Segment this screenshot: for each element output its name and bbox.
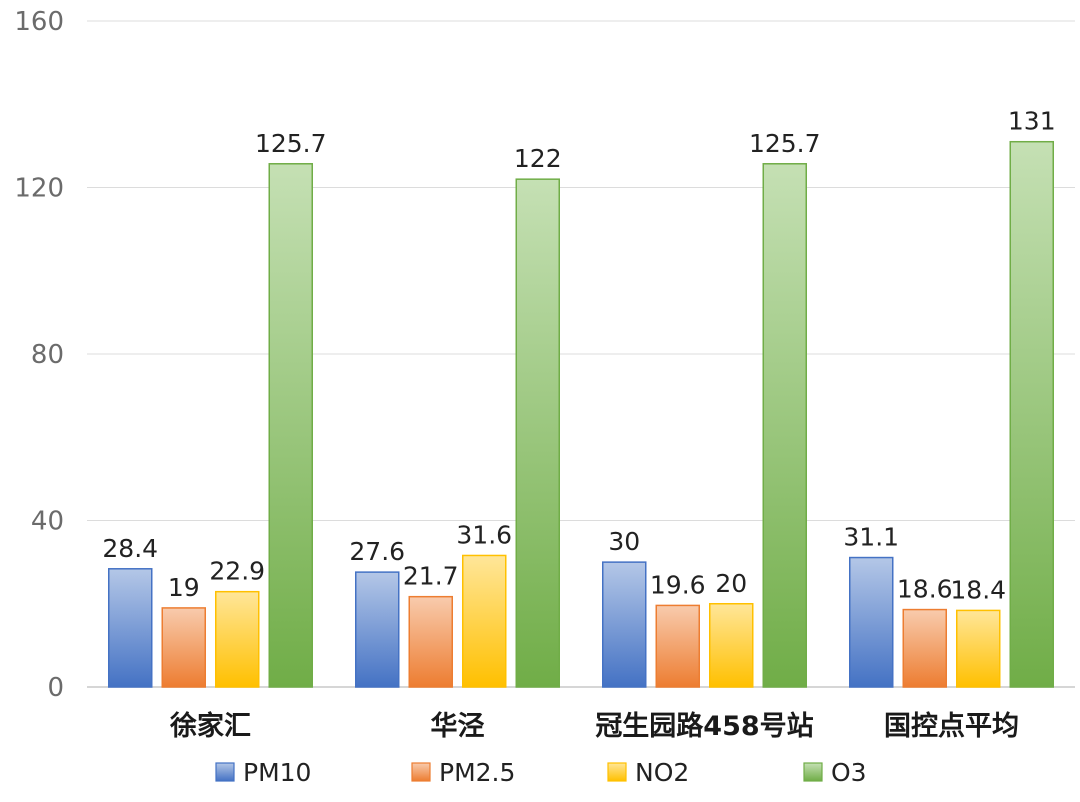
- data-label: 125.7: [255, 129, 327, 158]
- legend-swatch: [803, 762, 823, 782]
- x-category-label: 徐家汇: [169, 710, 251, 742]
- y-tick-label: 40: [31, 507, 64, 537]
- legend-swatch: [411, 762, 431, 782]
- data-label: 19.6: [650, 570, 706, 599]
- bar-o3-3: [1009, 140, 1054, 688]
- data-label: 27.6: [349, 537, 405, 566]
- bar-pm10-3: [849, 556, 894, 688]
- bar-pm10-2: [602, 561, 647, 688]
- y-axis-ticks: 0 40 80 120 160: [14, 7, 64, 703]
- x-category-label: 国控点平均: [884, 711, 1019, 742]
- data-label: 18.6: [897, 575, 953, 604]
- y-tick-label: 120: [14, 174, 64, 204]
- bar-pm25-3: [902, 608, 947, 688]
- data-label: 22.9: [209, 557, 265, 586]
- data-label: 18.4: [950, 575, 1006, 604]
- x-axis-categories: 徐家汇 华泾 冠生园路458号站 国控点平均: [169, 710, 1019, 742]
- legend-swatch: [607, 762, 627, 782]
- data-label: 30: [608, 527, 640, 556]
- data-label: 131: [1008, 107, 1056, 136]
- data-label: 125.7: [749, 129, 821, 158]
- data-label: 28.4: [102, 534, 158, 563]
- bar-no2-3: [956, 609, 1001, 688]
- bar-pm10-0: [108, 568, 153, 688]
- bar-no2-1: [462, 554, 507, 688]
- legend-label: NO2: [635, 758, 689, 787]
- y-tick-label: 80: [31, 340, 64, 370]
- bar-pm25-1: [408, 595, 453, 688]
- data-label: 21.7: [403, 562, 459, 591]
- data-labels: 28.4 19 22.9 125.7 27.621.7 31.6 122 30 19.6 20 12…: [102, 107, 1055, 605]
- data-label: 31.1: [843, 523, 899, 552]
- x-category-label: 冠生园路458号站: [595, 710, 813, 742]
- bar-no2-2: [709, 603, 754, 688]
- legend: PM10 PM2.5 NO2 O3: [215, 758, 867, 787]
- y-tick-label: 0: [47, 673, 64, 703]
- legend-label: PM10: [243, 758, 311, 787]
- legend-label: PM2.5: [439, 758, 515, 787]
- data-label: 19: [168, 573, 200, 602]
- y-tick-label: 160: [14, 7, 64, 37]
- bar-pm10-1: [355, 571, 400, 688]
- bars: [108, 140, 1054, 688]
- bar-o3-0: [268, 163, 313, 688]
- bar-o3-1: [515, 178, 560, 688]
- bar-pm25-2: [655, 604, 700, 688]
- bar-o3-2: [762, 163, 807, 688]
- x-category-label: 华泾: [431, 710, 485, 742]
- data-label: 20: [715, 569, 747, 598]
- data-label: 31.6: [456, 520, 512, 549]
- legend-label: O3: [831, 758, 867, 787]
- data-label: 122: [514, 144, 562, 173]
- bar-pm25-0: [161, 607, 206, 688]
- legend-swatch: [215, 762, 235, 782]
- bar-no2-0: [215, 590, 260, 688]
